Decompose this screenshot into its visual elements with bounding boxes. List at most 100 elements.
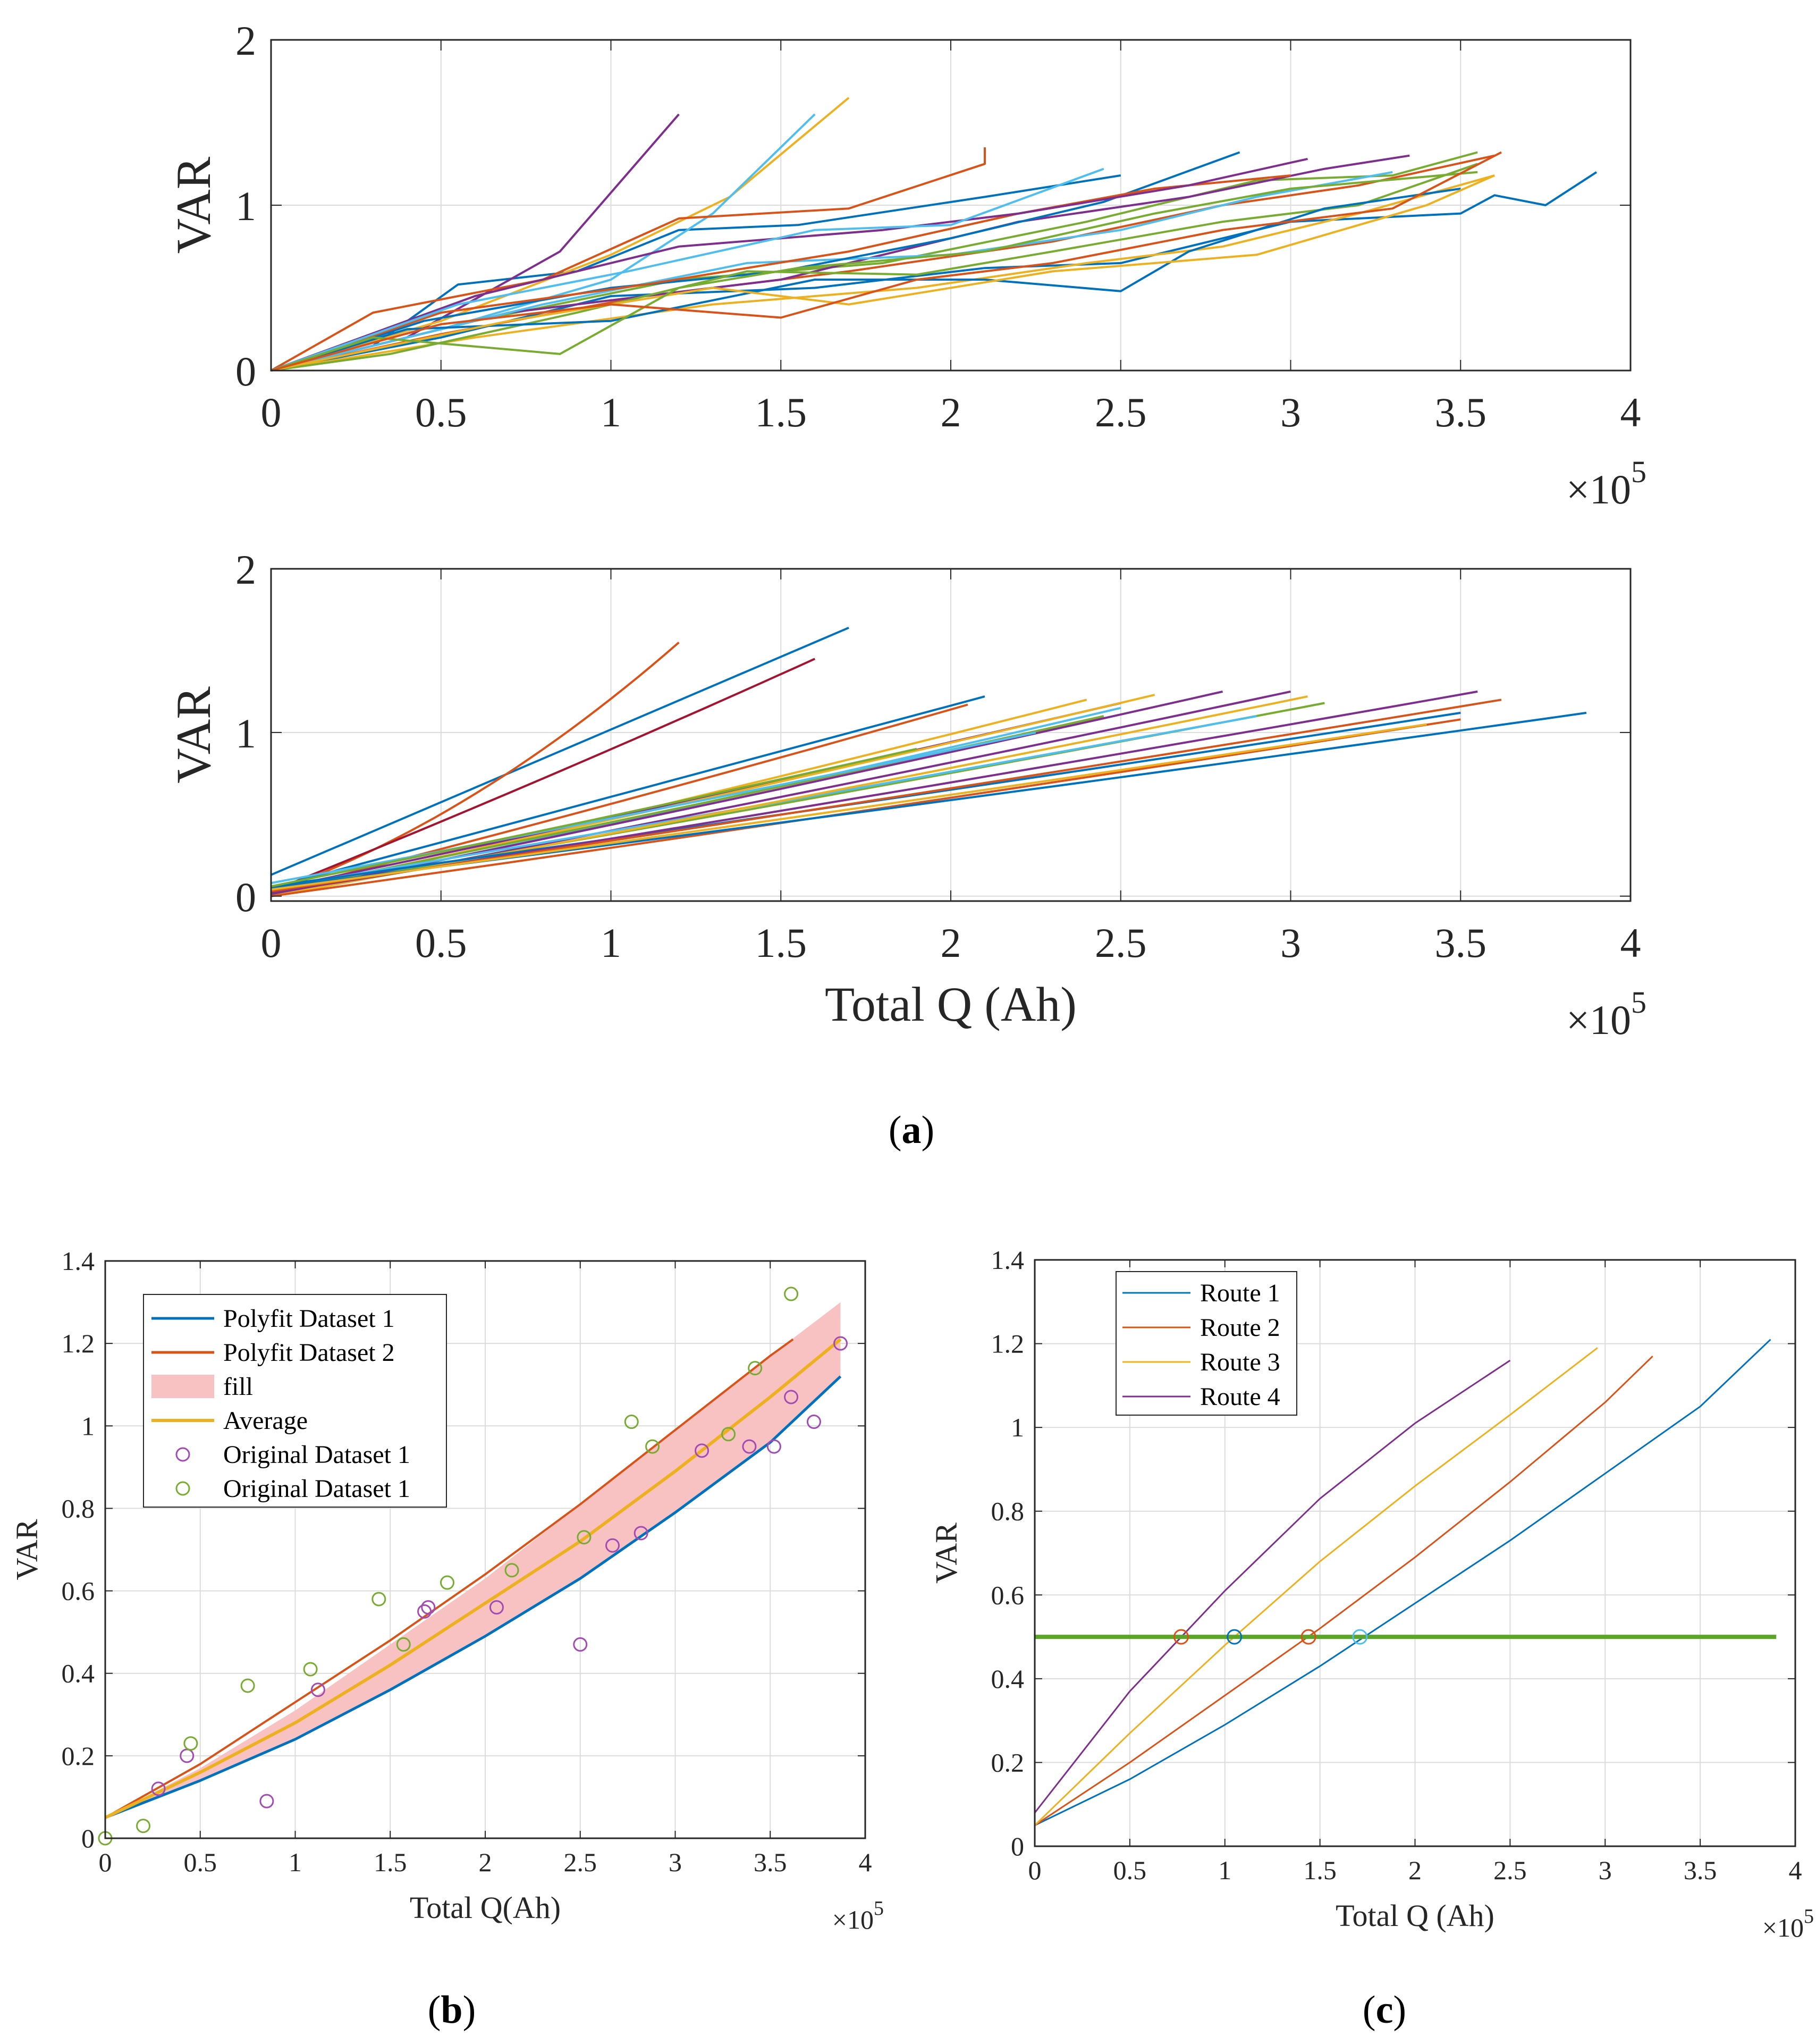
y-tick-label: 0 xyxy=(81,1823,95,1853)
panel-b-chart: 0 0.5 1 1.5 2 2.5 3 3.5 4 0 0.2 0.4 0.6 0.8 1 1.2 1.4 VAR… xyxy=(10,1246,884,1934)
legend-label: Original Dataset 1 xyxy=(223,1475,410,1503)
x-tick-label: 1 xyxy=(601,389,621,435)
legend-marker xyxy=(175,1447,190,1462)
original-dataset-1-point xyxy=(259,1794,274,1809)
series-line xyxy=(271,171,1598,372)
y-tick-label: 0 xyxy=(235,348,256,394)
original-dataset-1-point xyxy=(151,1781,166,1796)
x-tick-label: 2 xyxy=(1408,1855,1422,1885)
series-line xyxy=(271,626,849,876)
x-tick-label: 1.5 xyxy=(755,389,807,435)
x-tick-label: 0.5 xyxy=(1113,1855,1147,1885)
series-line xyxy=(271,151,1502,372)
legend-marker xyxy=(175,1481,190,1496)
legend: Polyfit Dataset 1 Polyfit Dataset 2 fill Av… xyxy=(143,1294,447,1508)
series-line xyxy=(271,174,1291,372)
polyfit-dataset-1-line xyxy=(105,1375,842,1819)
x-tick-label: 1 xyxy=(1218,1855,1231,1885)
x-tick-label: 3.5 xyxy=(1435,389,1487,435)
original-dataset-1-point xyxy=(421,1600,436,1615)
series-line xyxy=(271,171,1478,372)
legend-box xyxy=(1116,1271,1297,1416)
original-dataset-1-point xyxy=(742,1439,757,1454)
x-tick-label: 4 xyxy=(1620,389,1641,435)
legend-label: Polyfit Dataset 2 xyxy=(223,1339,395,1367)
panel-label-b: (b) xyxy=(428,1988,476,2032)
series-line xyxy=(271,174,1495,372)
y-tick-label: 1 xyxy=(81,1411,95,1441)
y-tick-label: 0.6 xyxy=(991,1580,1025,1610)
series-line xyxy=(271,147,986,372)
original-dataset-1-point xyxy=(806,1415,821,1429)
legend-label: Polyfit Dataset 1 xyxy=(223,1305,395,1333)
original-dataset-1-point xyxy=(634,1526,648,1541)
x-tick-label: 1.5 xyxy=(755,920,807,966)
panel-a-bottom-chart: 0 0.5 1 1.5 2 2.5 3 3.5 4 0 1 2 VAR Total Q (Ah) ×105 xyxy=(166,546,1646,1043)
y-tick-label: 1.2 xyxy=(62,1328,95,1358)
series-line xyxy=(271,157,1308,372)
x-tick-label: 0 xyxy=(99,1847,112,1877)
x-multiplier: ×105 xyxy=(1762,1905,1814,1942)
x-tick-label: 2.5 xyxy=(1493,1855,1527,1885)
legend: Route 1 Route 2 Route 3 Route 4 xyxy=(1116,1271,1297,1416)
route-line xyxy=(1034,1359,1511,1813)
x-tick-label: 1.5 xyxy=(374,1847,407,1877)
x-axis-label: Total Q (Ah) xyxy=(825,977,1077,1031)
x-tick-label: 1 xyxy=(289,1847,302,1877)
original-dataset-1-point xyxy=(766,1439,781,1454)
x-tick-label: 2 xyxy=(941,920,961,966)
series-line xyxy=(271,641,680,894)
x-tick-label: 3.5 xyxy=(754,1847,787,1877)
y-tick-label: 0.6 xyxy=(62,1576,95,1606)
y-tick-label: 0.2 xyxy=(62,1741,95,1771)
x-tick-label: 3.5 xyxy=(1435,920,1487,966)
y-tick-label: 0.2 xyxy=(991,1747,1025,1777)
series-line xyxy=(271,731,1036,885)
x-tick-label: 4 xyxy=(859,1847,872,1877)
y-tick-label: 0.8 xyxy=(991,1496,1025,1526)
x-tick-label: 0 xyxy=(261,920,282,966)
series-line xyxy=(271,658,816,893)
x-tick-label: 3.5 xyxy=(1684,1855,1717,1885)
y-tick-label: 1 xyxy=(235,710,256,756)
average-line xyxy=(104,1338,842,1819)
x-tick-label: 0.5 xyxy=(184,1847,217,1877)
y-tick-label: 0.4 xyxy=(62,1659,95,1688)
intersection-marker xyxy=(1173,1629,1189,1645)
legend-label: fill xyxy=(223,1373,253,1401)
series-line xyxy=(271,747,917,888)
x-axis-label: Total Q(Ah) xyxy=(410,1890,561,1925)
legend-label: Average xyxy=(223,1407,308,1435)
legend-label: Route 2 xyxy=(1200,1314,1280,1342)
original-dataset-2-point xyxy=(396,1637,411,1652)
panel-c-chart: 0 0.5 1 1.5 2 2.5 3 3.5 4 0 0.2 0.4 0.6 0.8 1 1.2 1.4 VAR… xyxy=(929,1245,1814,1942)
y-tick-label: 0 xyxy=(1011,1831,1024,1861)
series-line xyxy=(271,167,1104,372)
original-dataset-2-point xyxy=(784,1286,799,1301)
x-tick-label: 3 xyxy=(1280,920,1301,966)
original-dataset-1-point xyxy=(605,1538,620,1553)
intersection-marker xyxy=(1300,1629,1316,1645)
y-tick-label: 0.8 xyxy=(62,1493,95,1523)
x-tick-label: 2 xyxy=(479,1847,492,1877)
x-tick-label: 0 xyxy=(1028,1855,1042,1885)
original-dataset-1-point xyxy=(573,1637,588,1652)
y-axis-label: VAR xyxy=(166,156,221,254)
x-multiplier: ×105 xyxy=(1566,455,1646,512)
legend-swatch-fill xyxy=(151,1375,214,1398)
x-multiplier: ×105 xyxy=(1566,985,1646,1043)
y-axis-label: VAR xyxy=(929,1523,964,1584)
series-line xyxy=(271,723,1427,891)
panel-label-c: (c) xyxy=(1363,1988,1406,2032)
original-dataset-1-point xyxy=(784,1390,799,1404)
polyfit-dataset-2-line xyxy=(105,1338,794,1819)
original-dataset-2-point xyxy=(624,1415,639,1429)
legend-label: Route 3 xyxy=(1200,1348,1280,1376)
original-dataset-1-point xyxy=(833,1336,848,1351)
original-dataset-2-point xyxy=(240,1678,255,1693)
legend-label: Route 1 xyxy=(1200,1279,1280,1307)
route-line xyxy=(1034,1339,1771,1826)
y-axis-label: VAR xyxy=(166,686,221,784)
x-tick-label: 0.5 xyxy=(415,920,467,966)
y-axis-label: VAR xyxy=(10,1519,44,1580)
